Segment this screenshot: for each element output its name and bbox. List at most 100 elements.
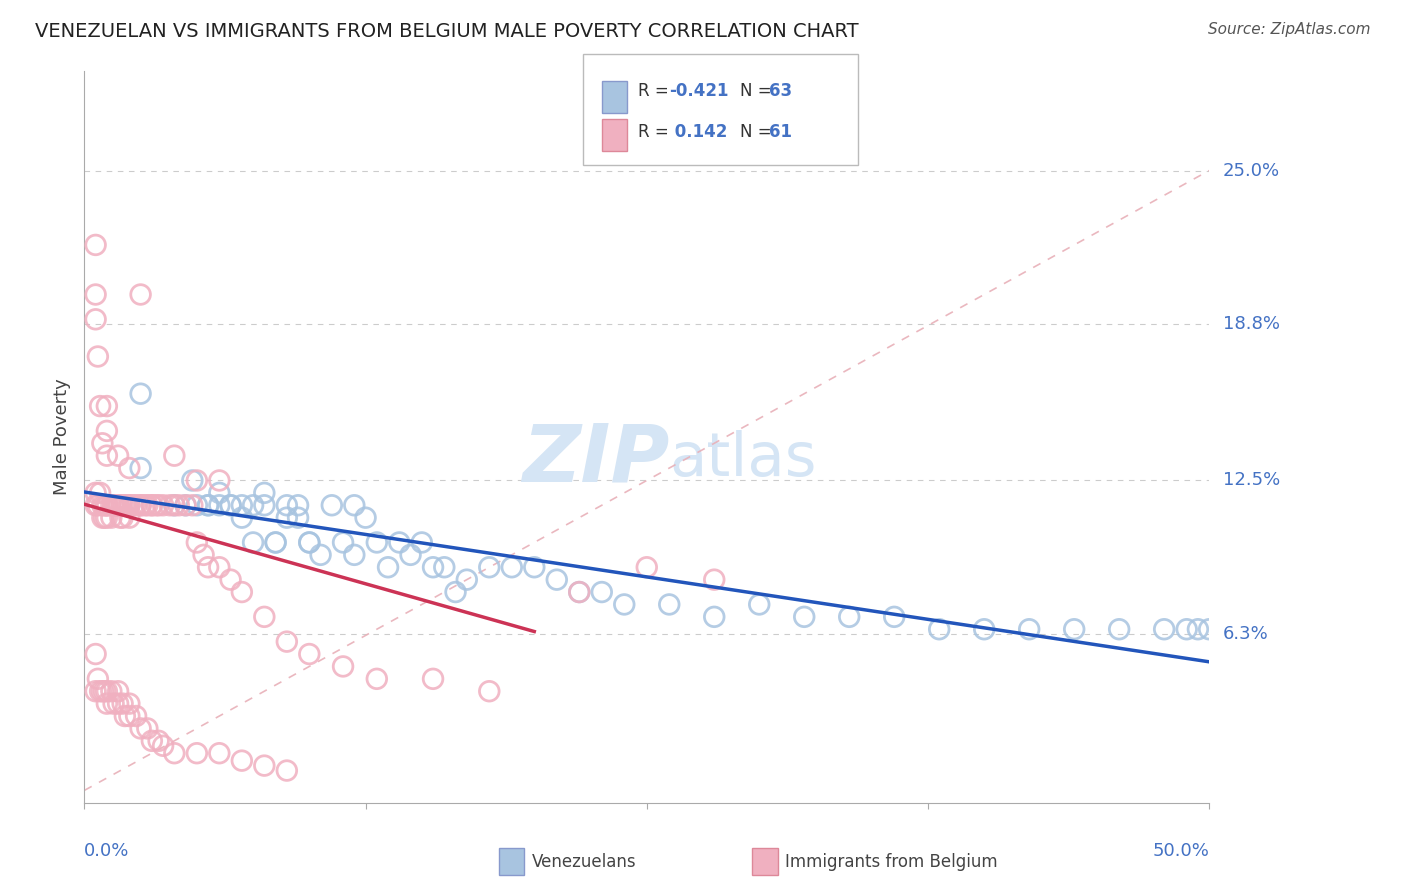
Text: 18.8%: 18.8% <box>1223 315 1279 334</box>
Point <box>264 535 287 549</box>
Point <box>91 436 114 450</box>
Point <box>883 610 905 624</box>
Point <box>96 498 118 512</box>
Point <box>118 461 141 475</box>
Point <box>253 758 276 772</box>
Point <box>87 498 110 512</box>
Point <box>636 560 658 574</box>
Point <box>122 498 145 512</box>
Point <box>748 598 770 612</box>
Point <box>1187 622 1209 636</box>
Point <box>422 560 444 574</box>
Point <box>411 535 433 549</box>
Point <box>110 510 132 524</box>
Point <box>118 510 141 524</box>
Point <box>100 498 122 512</box>
Point <box>444 585 467 599</box>
Point <box>141 498 163 512</box>
Point <box>366 672 388 686</box>
Point <box>84 498 107 512</box>
Point <box>208 498 231 512</box>
Point <box>422 672 444 686</box>
Point <box>84 647 107 661</box>
Point <box>167 498 190 512</box>
Point <box>136 722 159 736</box>
Point <box>793 610 815 624</box>
Point <box>84 684 107 698</box>
Point <box>163 746 186 760</box>
Point <box>136 498 159 512</box>
Point <box>703 573 725 587</box>
Point <box>366 535 388 549</box>
Point <box>231 754 253 768</box>
Point <box>96 697 118 711</box>
Point <box>87 672 110 686</box>
Text: VENEZUELAN VS IMMIGRANTS FROM BELGIUM MALE POVERTY CORRELATION CHART: VENEZUELAN VS IMMIGRANTS FROM BELGIUM MA… <box>35 22 859 41</box>
Point <box>309 548 332 562</box>
Point <box>125 709 148 723</box>
Point <box>591 585 613 599</box>
Point <box>298 535 321 549</box>
Point <box>84 486 107 500</box>
Point <box>87 350 110 364</box>
Point <box>501 560 523 574</box>
Point <box>276 764 298 778</box>
Point <box>89 399 111 413</box>
Point <box>231 585 253 599</box>
Point <box>838 610 860 624</box>
Point <box>104 498 127 512</box>
Point <box>111 510 134 524</box>
Point <box>197 560 219 574</box>
Point <box>163 449 186 463</box>
Point <box>568 585 591 599</box>
Point <box>96 498 118 512</box>
Point <box>253 486 276 500</box>
Point <box>568 585 591 599</box>
Point <box>103 697 125 711</box>
Point <box>107 684 129 698</box>
Point <box>613 598 636 612</box>
Point <box>253 498 276 512</box>
Text: N =: N = <box>740 82 776 100</box>
Text: 12.5%: 12.5% <box>1223 472 1281 490</box>
Text: 0.0%: 0.0% <box>84 842 129 860</box>
Text: 25.0%: 25.0% <box>1223 161 1281 179</box>
Point <box>107 498 129 512</box>
Point <box>125 498 148 512</box>
Point <box>343 548 366 562</box>
Point <box>276 498 298 512</box>
Text: atlas: atlas <box>669 430 817 489</box>
Point <box>114 498 136 512</box>
Point <box>219 498 242 512</box>
Point <box>129 287 152 301</box>
Point <box>103 498 125 512</box>
Point <box>174 498 197 512</box>
Point <box>231 510 253 524</box>
Point <box>377 560 399 574</box>
Point <box>114 709 136 723</box>
Point <box>96 510 118 524</box>
Text: 61: 61 <box>769 123 792 141</box>
Point <box>287 498 309 512</box>
Point <box>115 498 138 512</box>
Point <box>174 498 197 512</box>
Text: R =: R = <box>638 82 675 100</box>
Point <box>231 498 253 512</box>
Point <box>478 684 501 698</box>
Point <box>193 548 215 562</box>
Point <box>84 312 107 326</box>
Point <box>141 734 163 748</box>
Point <box>96 498 118 512</box>
Point <box>129 722 152 736</box>
Point <box>152 498 174 512</box>
Point <box>129 498 152 512</box>
Text: 0.142: 0.142 <box>669 123 728 141</box>
Point <box>332 659 354 673</box>
Point <box>93 498 115 512</box>
Text: Source: ZipAtlas.com: Source: ZipAtlas.com <box>1208 22 1371 37</box>
Text: 50.0%: 50.0% <box>1153 842 1209 860</box>
Point <box>388 535 411 549</box>
Point <box>118 498 141 512</box>
Point <box>148 498 170 512</box>
Point <box>197 498 219 512</box>
